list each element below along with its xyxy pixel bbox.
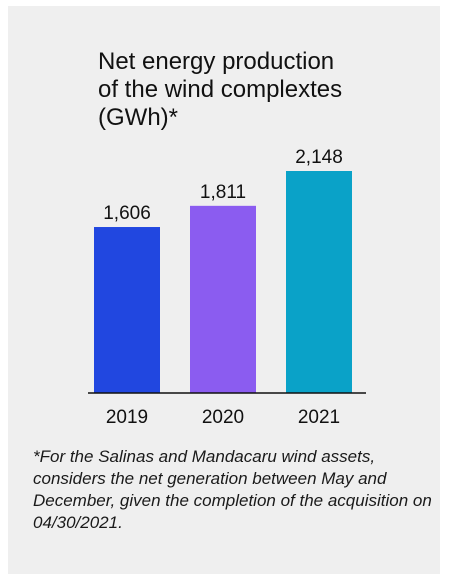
bar-2019 <box>94 227 160 393</box>
data-label-2020: 1,811 <box>200 182 246 203</box>
bar-2020 <box>190 205 256 393</box>
x-tick-label-2021: 2021 <box>298 407 340 428</box>
chart-card: Net energy production of the wind comple… <box>8 6 440 574</box>
bar-chart: 1,606 2019 1,811 2020 2,148 2021 <box>88 147 366 428</box>
bar-2021 <box>286 171 352 393</box>
footnote: *For the Salinas and Mandacaru wind asse… <box>33 447 432 532</box>
data-label-2021: 2,148 <box>295 147 343 168</box>
x-tick-label-2020: 2020 <box>202 407 244 428</box>
chart-title: Net energy production of the wind comple… <box>98 48 343 131</box>
data-label-2019: 1,606 <box>103 203 151 224</box>
x-tick-label-2019: 2019 <box>106 407 148 428</box>
